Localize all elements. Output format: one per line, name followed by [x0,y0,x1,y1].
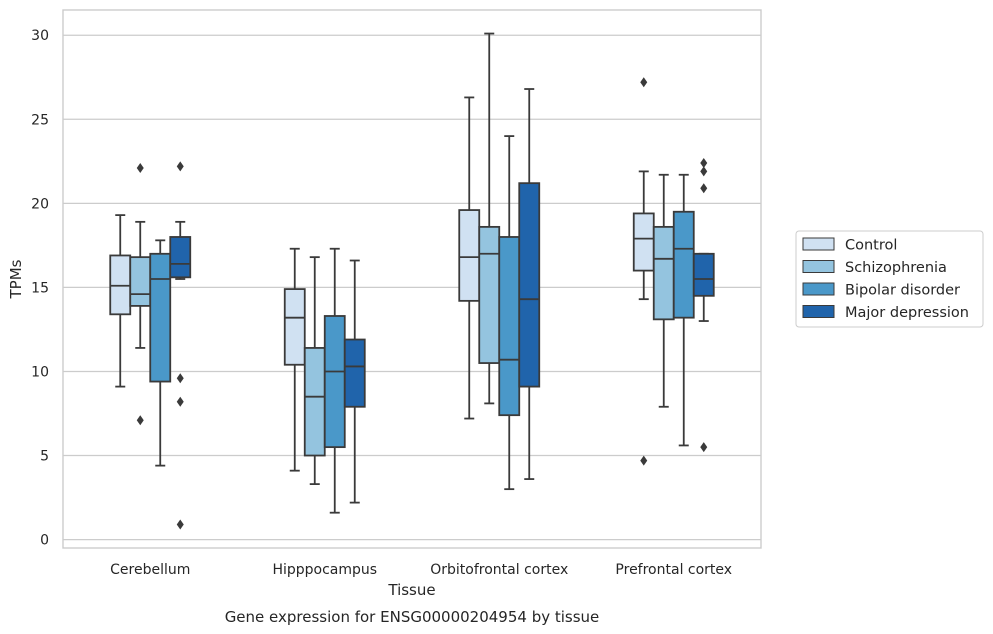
box-iqr [518,182,541,388]
legend-swatch [802,305,835,318]
box-marks [109,32,715,530]
y-tick-label: 25 [31,112,49,128]
box-iqr [458,209,481,302]
outlier-point [136,415,144,426]
plot-frame [62,9,762,549]
legend-label: Control [845,238,897,254]
y-tick-label: 15 [31,280,49,296]
box-0-0 [109,214,132,388]
x-tick-label: Hipppocampus [272,562,377,578]
box-iqr [149,252,172,383]
outlier-point [176,396,184,407]
legend: Control Schizophrenia Bipolar disorder Majo… [795,230,984,328]
y-tick-label: 0 [40,533,49,549]
box-iqr [343,338,366,408]
x-tick-label: Orbitofrontal cortex [430,562,568,578]
legend-swatch [802,237,835,251]
outlier-point [640,455,648,466]
box-iqr [303,347,326,457]
grid-lines [63,34,761,541]
outlier-point [176,519,184,530]
box-iqr [632,212,655,272]
y-tick-labels: 0 5 10 15 20 25 30 [31,28,49,548]
box-1-0 [283,247,306,472]
box-1-3 [343,259,366,504]
box-1-1 [303,256,326,486]
box-3-3 [692,157,715,453]
box-2-1 [478,32,501,405]
outlier-point [700,442,708,453]
x-tick-label: Cerebellum [110,562,190,578]
x-tick-label: Prefrontal cortex [615,562,732,578]
box-3-0 [632,77,655,466]
y-axis-label: TPMs [7,259,25,299]
box-0-3 [169,161,192,530]
box-iqr [169,236,192,279]
box-iqr [478,225,501,364]
box-3-2 [672,173,695,447]
box-iqr [672,210,695,319]
box-iqr [129,256,152,307]
y-tick-label: 20 [31,196,49,212]
outlier-point [176,161,184,172]
box-iqr [692,252,715,297]
box-2-0 [458,96,481,420]
box-iqr [323,315,346,449]
legend-label: Major depression [845,305,969,321]
box-1-2 [323,247,346,514]
outlier-point [700,166,708,177]
legend-swatch [802,282,835,296]
outlier-point [176,373,184,384]
y-tick-label: 30 [31,28,49,44]
box-iqr [283,288,306,366]
legend-swatch [802,260,835,273]
outlier-point [700,183,708,194]
box-iqr [652,225,675,321]
outlier-point [700,157,708,168]
outlier-point [640,77,648,88]
box-0-1 [129,163,152,426]
chart-caption: Gene expression for ENSG00000204954 by t… [225,608,600,626]
box-2-2 [498,135,521,491]
box-iqr [498,236,521,417]
legend-frame [795,230,984,328]
x-tick-labels: Cerebellum Hipppocampus Orbitofrontal cort… [110,562,732,578]
x-axis-label: Tissue [387,581,435,599]
y-tick-label: 5 [40,449,49,465]
box-0-2 [149,239,172,467]
y-tick-label: 10 [31,364,49,380]
legend-label: Schizophrenia [845,260,947,276]
box-2-3 [518,88,541,480]
outlier-point [136,163,144,174]
legend-label: Bipolar disorder [845,283,960,299]
